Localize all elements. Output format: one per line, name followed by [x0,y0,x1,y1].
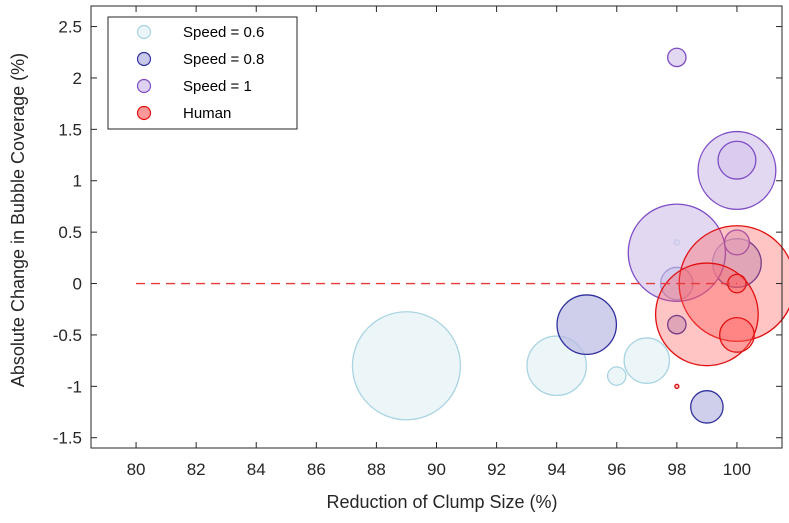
y-tick-label: -0.5 [53,326,82,345]
bubble [719,317,755,353]
x-tick-label: 98 [667,460,686,479]
x-axis-label: Reduction of Clump Size (%) [326,492,557,512]
x-tick-label: 96 [607,460,626,479]
bubble [556,294,618,356]
y-tick-label: -1.5 [53,429,82,448]
y-tick-label: -1 [67,377,82,396]
bubble [606,366,627,386]
legend-marker [136,51,152,67]
bubble [654,262,759,367]
series-3 [654,225,789,389]
bubbles [351,47,789,424]
legend-label: Speed = 0.8 [183,51,264,68]
bubble [667,314,687,335]
bubble [351,311,462,421]
x-tick-label: 92 [487,460,506,479]
x-tick-label: 90 [427,460,446,479]
y-tick-label: 2.5 [58,18,82,37]
bubble [674,383,680,389]
y-axis-label: Absolute Change in Bubble Coverage (%) [8,53,28,387]
x-tick-label: 88 [367,460,386,479]
legend-label: Human [183,105,231,122]
bubble [627,203,727,302]
y-tick-label: 1.5 [58,120,82,139]
legend-marker [136,78,152,94]
y-tick-label: 2 [73,69,82,88]
x-tick-label: 82 [187,460,206,479]
legend-label: Speed = 0.6 [183,24,264,41]
bubble [667,47,687,68]
x-tick-label: 100 [723,460,751,479]
bubble [690,390,724,424]
bubble [723,229,751,256]
bubble [623,337,671,384]
x-tick-label: 80 [127,460,146,479]
bubble [717,140,757,180]
x-tick-label: 86 [307,460,326,479]
legend-marker [136,105,152,121]
legend[interactable]: Speed = 0.6 Speed = 0.8 Speed = 1 Human [107,16,298,130]
axes: 80 82 84 86 88 90 92 94 96 98 100 -1.5 -1 -0.5 0 0.5 1 1.… [53,5,783,479]
series-2 [627,47,777,302]
series-0 [351,239,681,421]
y-tick-label: 1 [73,172,82,191]
legend-marker [136,24,152,40]
y-tick-label: 0 [73,275,82,294]
x-tick-label: 94 [547,460,566,479]
legend-label: Speed = 1 [183,78,252,95]
y-tick-label: 0.5 [58,223,82,242]
bubble [727,273,747,294]
x-tick-label: 84 [247,460,266,479]
